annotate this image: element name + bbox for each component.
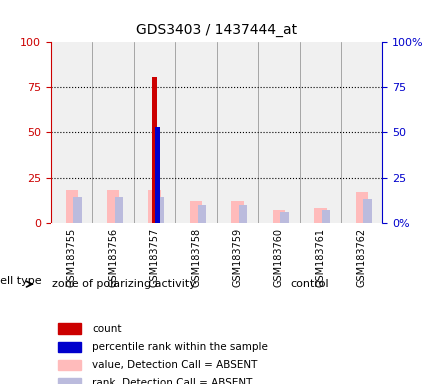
Bar <box>59 323 81 334</box>
Text: control: control <box>291 279 329 289</box>
Bar <box>363 199 371 223</box>
Bar <box>322 210 330 223</box>
Text: zone of polarizing activity: zone of polarizing activity <box>51 279 196 289</box>
Bar <box>273 210 285 223</box>
Bar <box>115 197 123 223</box>
Bar <box>190 201 202 223</box>
Bar <box>198 205 206 223</box>
Bar <box>148 190 161 223</box>
Bar <box>59 378 81 384</box>
Bar <box>73 197 82 223</box>
Text: count: count <box>92 323 122 334</box>
Bar <box>231 201 244 223</box>
Text: cell type: cell type <box>0 276 42 286</box>
Text: percentile rank within the sample: percentile rank within the sample <box>92 342 268 352</box>
Text: value, Detection Call = ABSENT: value, Detection Call = ABSENT <box>92 360 258 370</box>
Bar <box>356 192 368 223</box>
Bar <box>155 127 160 223</box>
Bar <box>107 190 119 223</box>
Bar <box>280 212 289 223</box>
Bar <box>156 197 164 223</box>
Bar <box>239 205 247 223</box>
Title: GDS3403 / 1437444_at: GDS3403 / 1437444_at <box>136 23 298 37</box>
Bar <box>152 76 157 223</box>
Bar <box>59 360 81 370</box>
Bar <box>65 190 78 223</box>
Bar <box>59 342 81 352</box>
Bar <box>314 208 326 223</box>
Text: rank, Detection Call = ABSENT: rank, Detection Call = ABSENT <box>92 378 252 384</box>
